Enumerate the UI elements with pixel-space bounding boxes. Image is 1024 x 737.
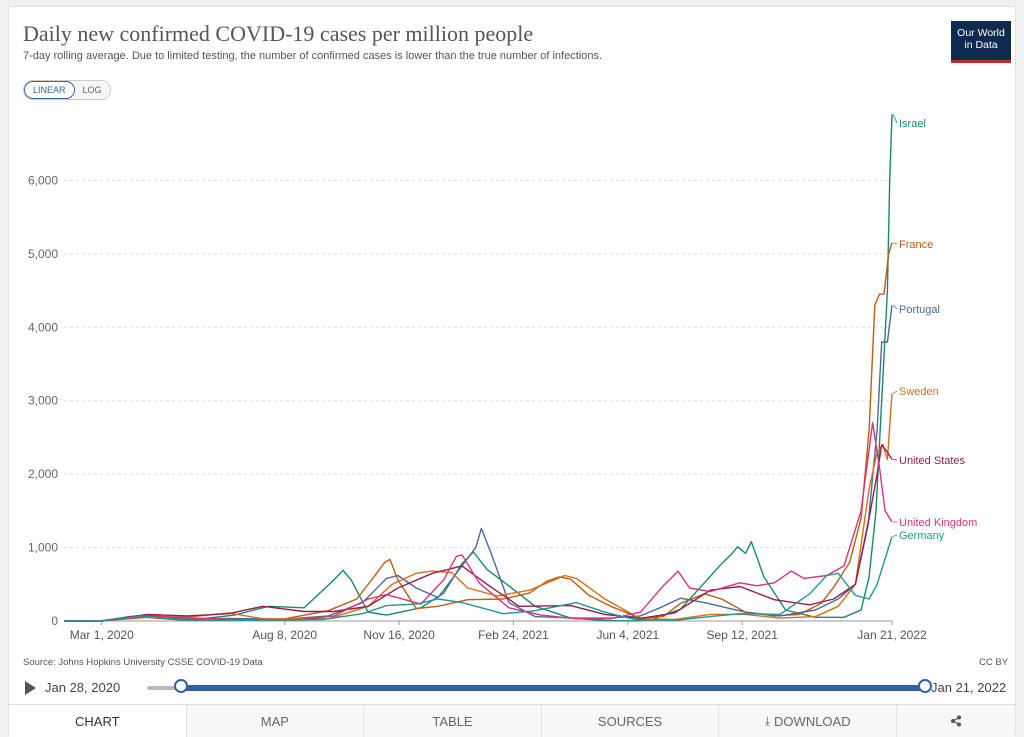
series-label: United Kingdom bbox=[899, 517, 977, 529]
series-label-connector bbox=[893, 243, 897, 244]
series-line bbox=[64, 537, 892, 621]
x-tick-label: Sep 12, 2021 bbox=[706, 628, 778, 642]
tab-bar: CHART MAP TABLE SOURCES ⤓ DOWNLOAD bbox=[9, 704, 1015, 737]
tab-map[interactable]: MAP bbox=[186, 705, 364, 737]
y-tick-label: 2,000 bbox=[28, 467, 58, 481]
tab-table[interactable]: TABLE bbox=[363, 705, 541, 737]
tab-share[interactable] bbox=[896, 705, 1015, 737]
tab-sources[interactable]: SOURCES bbox=[541, 705, 719, 737]
tab-table-label: TABLE bbox=[432, 714, 472, 729]
share-icon bbox=[950, 715, 962, 727]
timeline-end-label: Jan 21, 2022 bbox=[931, 680, 1006, 695]
series-label: Germany bbox=[899, 530, 945, 542]
y-tick-label: 3,000 bbox=[28, 394, 58, 408]
line-chart[interactable]: 0 1,000 2,000 3,000 4,000 5,000 6,000 Mar 1, 20… bbox=[9, 7, 1015, 652]
download-icon: ⤓ bbox=[765, 714, 770, 729]
series-line bbox=[64, 393, 892, 621]
series-label-connector bbox=[893, 459, 897, 460]
timeline-end-handle[interactable] bbox=[918, 679, 932, 693]
series-line bbox=[64, 243, 892, 621]
x-tick-label: Jun 4, 2021 bbox=[596, 628, 659, 642]
tab-chart[interactable]: CHART bbox=[9, 705, 186, 737]
timeline[interactable]: Jan 28, 2020 Jan 21, 2022 bbox=[23, 677, 1013, 699]
timeline-start-handle[interactable] bbox=[174, 679, 188, 693]
tab-download-label: DOWNLOAD bbox=[774, 714, 851, 729]
x-tick-label: Mar 1, 2020 bbox=[70, 628, 134, 642]
timeline-start-label: Jan 28, 2020 bbox=[45, 680, 120, 695]
series-label: Portugal bbox=[899, 304, 940, 316]
x-tick-label: Feb 24, 2021 bbox=[478, 628, 549, 642]
y-tick-label: 4,000 bbox=[28, 320, 58, 334]
series-line bbox=[64, 305, 892, 621]
series-line bbox=[64, 445, 892, 621]
x-tick-label: Nov 16, 2020 bbox=[363, 628, 435, 642]
series-label-connector bbox=[893, 391, 897, 393]
series-label: France bbox=[899, 239, 933, 251]
series-label-connector bbox=[893, 114, 897, 123]
tab-map-label: MAP bbox=[261, 714, 289, 729]
tab-sources-label: SOURCES bbox=[598, 714, 662, 729]
series-label-connector bbox=[893, 305, 897, 309]
chart-frame: Daily new confirmed COVID-19 cases per m… bbox=[8, 6, 1016, 735]
series-label: United States bbox=[899, 455, 966, 467]
series-label: Israel bbox=[899, 118, 926, 130]
x-tick-label: Aug 8, 2020 bbox=[252, 628, 317, 642]
source-note[interactable]: Source: Johns Hopkins University CSSE CO… bbox=[23, 657, 263, 668]
tab-chart-label: CHART bbox=[75, 714, 120, 729]
license-note[interactable]: CC BY bbox=[979, 657, 1008, 668]
x-tick-label: Jan 21, 2022 bbox=[857, 628, 927, 642]
y-tick-label: 5,000 bbox=[28, 247, 58, 261]
series-line bbox=[64, 114, 892, 621]
series-label: Sweden bbox=[899, 386, 939, 398]
timeline-range[interactable] bbox=[181, 685, 925, 691]
series-label-connector bbox=[893, 535, 897, 537]
y-tick-label: 0 bbox=[51, 614, 58, 628]
y-tick-label: 6,000 bbox=[28, 173, 58, 187]
tab-download[interactable]: ⤓ DOWNLOAD bbox=[718, 705, 896, 737]
y-tick-label: 1,000 bbox=[28, 541, 58, 555]
play-icon[interactable] bbox=[25, 681, 36, 695]
